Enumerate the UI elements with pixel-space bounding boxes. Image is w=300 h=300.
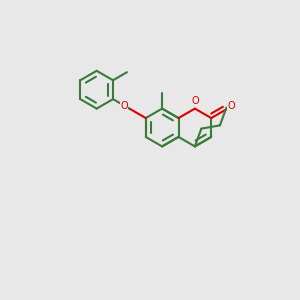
Text: O: O: [191, 96, 199, 106]
Text: O: O: [228, 101, 235, 111]
Text: O: O: [120, 100, 128, 111]
